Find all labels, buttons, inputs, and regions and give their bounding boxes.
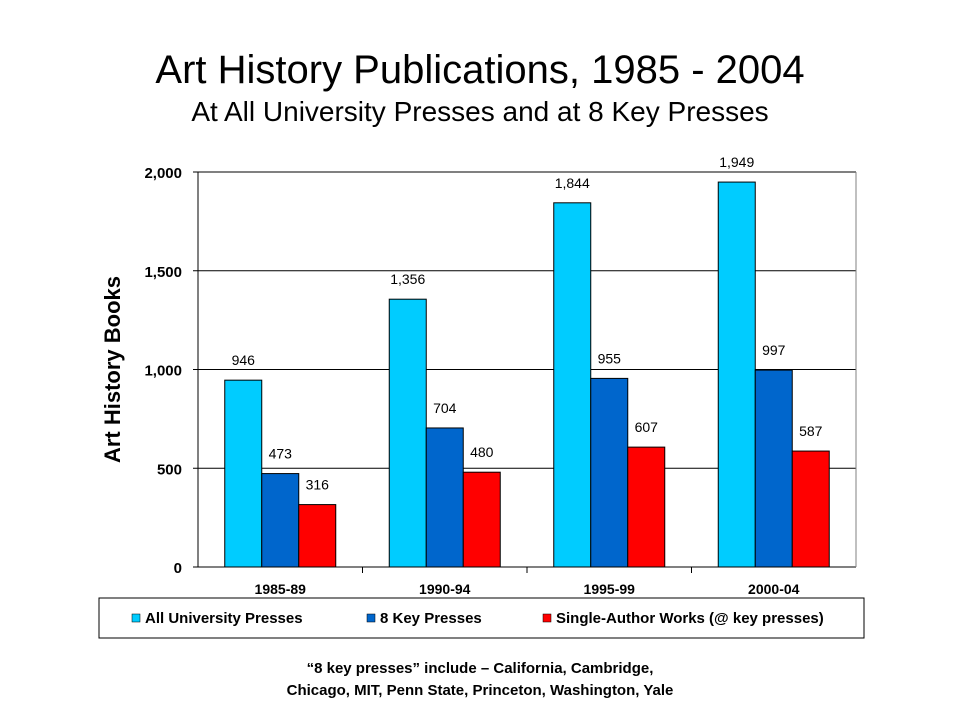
data-label: 480 [470,444,494,460]
y-tick-label: 1,500 [144,264,182,281]
bar [754,369,793,568]
legend-swatch [131,613,141,623]
legend-swatch [542,613,552,623]
y-axis-title: Art History Books [100,276,125,463]
data-label: 1,356 [390,271,425,287]
data-label: 1,949 [719,154,754,170]
data-label: 316 [306,477,330,493]
bar [388,298,427,568]
chart-subtitle: At All University Presses and at 8 Key P… [191,96,769,127]
axes: 0 500 1,000 1,500 2,000 Art History Books 1985… [100,165,857,597]
footnote-line-1: “8 key presses” include – California, Ca… [306,660,654,677]
bar [462,471,501,568]
data-label: 587 [799,423,823,439]
y-tick-label: 500 [157,461,182,478]
bar [224,379,263,568]
data-label: 1,844 [555,175,590,191]
data-labels: 946 473 316 1,356 704 480 1,844 955 607 1,949 997 5… [232,154,823,493]
bars [224,181,830,568]
data-label: 704 [433,400,457,416]
y-tick-label: 2,000 [144,165,182,182]
x-tick-label: 2000-04 [748,581,800,597]
data-label: 607 [635,419,659,435]
x-tick-label: 1985-89 [255,581,307,597]
legend-swatch [366,613,376,623]
legend-box [98,597,865,639]
footnote-line-2: Chicago, MIT, Penn State, Princeton, Was… [286,682,674,699]
legend: All University Presses 8 Key Presses Singl… [98,597,865,639]
legend-label: Single-Author Works (@ key presses) [556,610,824,627]
bar [590,377,629,568]
bar [425,427,464,568]
bar [627,446,666,568]
bar [298,504,337,568]
legend-label: 8 Key Presses [380,610,482,627]
legend-label: All University Presses [145,610,303,627]
chart-title: Art History Publications, 1985 - 2004 [155,48,805,92]
bar [791,450,830,568]
data-label: 955 [598,350,622,366]
bar [717,181,756,568]
x-tick-label: 1990-94 [419,581,471,597]
y-tick-label: 1,000 [144,363,182,380]
x-tick-label: 1995-99 [584,581,636,597]
y-tick-label: 0 [174,560,182,577]
data-label: 473 [269,446,293,462]
bar [553,202,592,568]
bar [261,473,300,568]
data-label: 946 [232,352,256,368]
data-label: 997 [762,342,786,358]
